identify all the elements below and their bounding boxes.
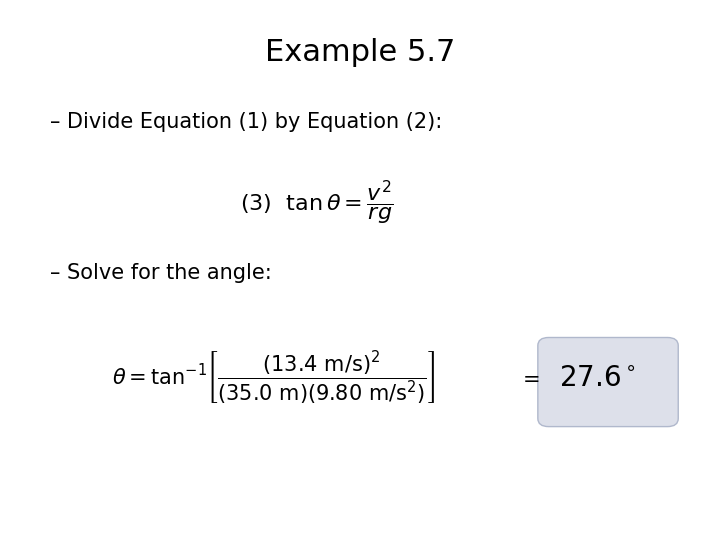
Text: – Solve for the angle:: – Solve for the angle: [50, 262, 272, 283]
Text: $=$: $=$ [518, 368, 540, 388]
Text: $27.6^\circ$: $27.6^\circ$ [559, 364, 636, 392]
Text: Example 5.7: Example 5.7 [265, 38, 455, 67]
Text: $\theta = \tan^{-1}\!\left[\dfrac{(13.4\ \mathrm{m/s})^2}{(35.0\ \mathrm{m})(9.8: $\theta = \tan^{-1}\!\left[\dfrac{(13.4\… [112, 349, 435, 407]
FancyBboxPatch shape [538, 338, 678, 427]
Text: $(3)\ \ \tan\theta = \dfrac{v^2}{rg}$: $(3)\ \ \tan\theta = \dfrac{v^2}{rg}$ [240, 178, 394, 227]
Text: – Divide Equation (1) by Equation (2):: – Divide Equation (1) by Equation (2): [50, 111, 443, 132]
